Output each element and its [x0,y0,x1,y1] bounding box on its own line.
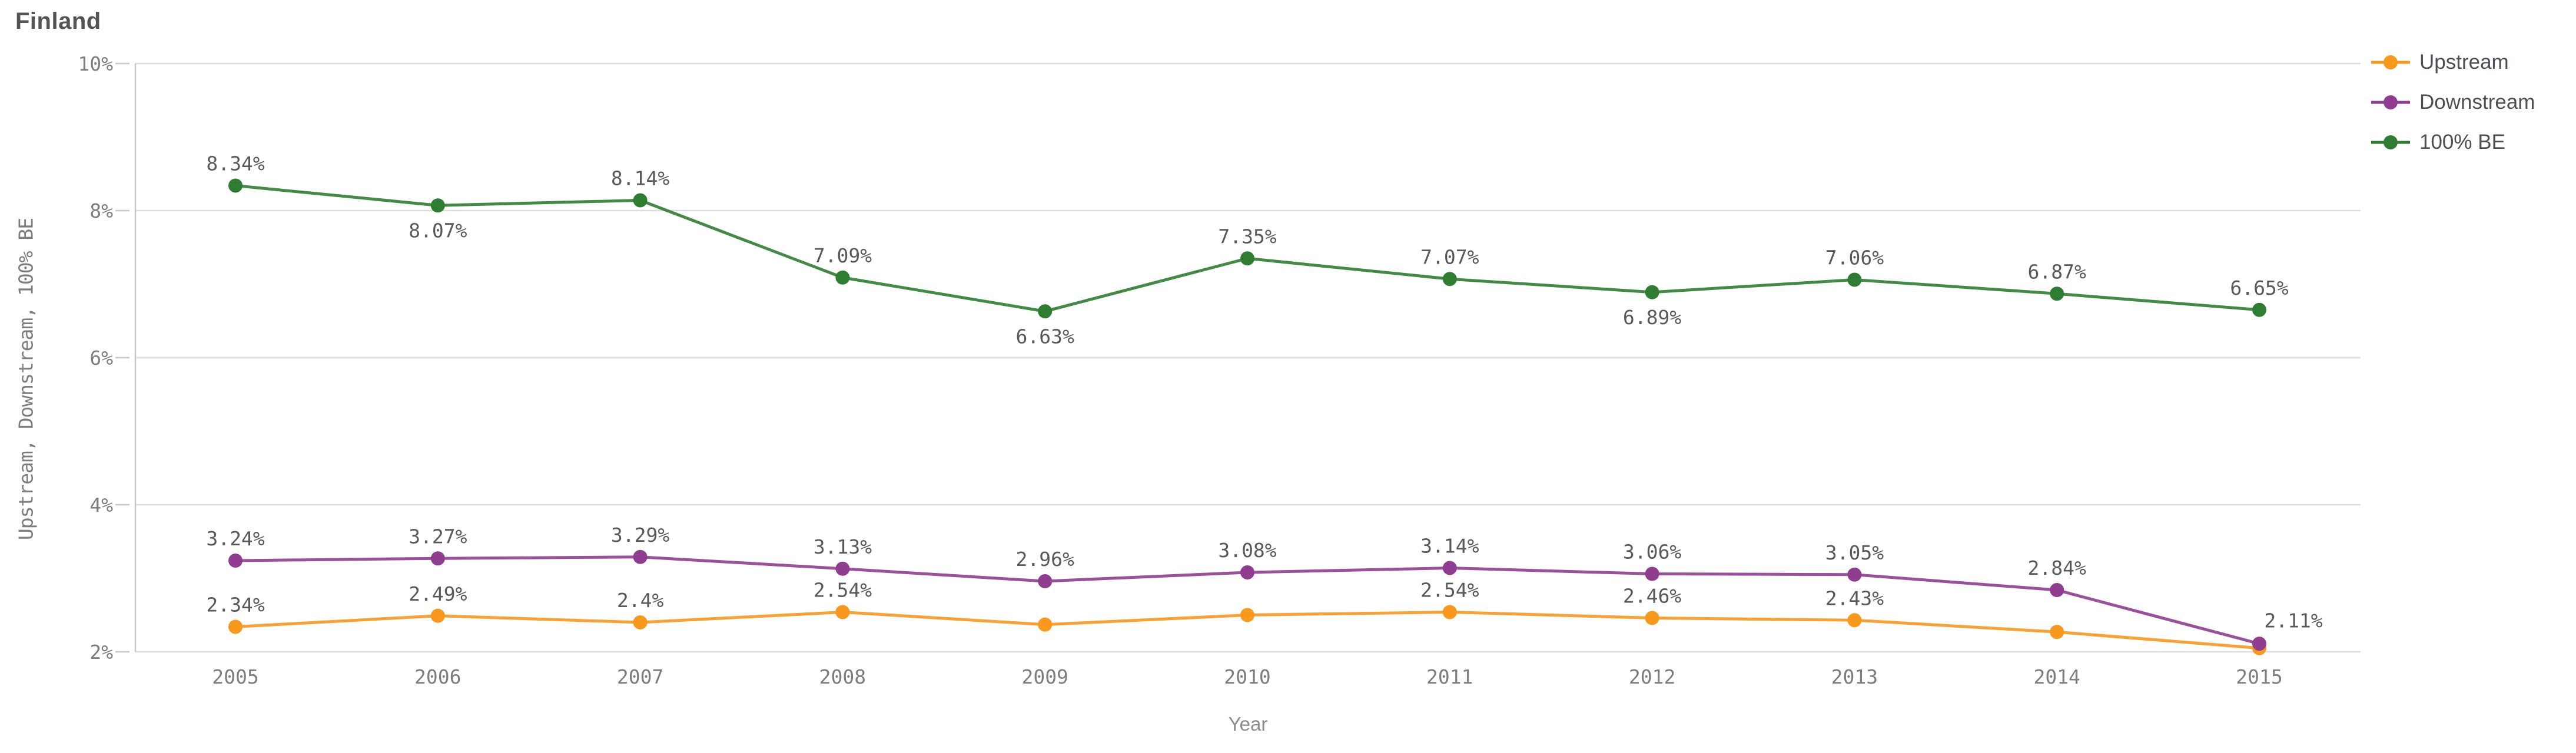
data-point[interactable] [1038,304,1053,319]
y-tick-label: 8% [89,199,113,222]
x-tick-label: 2009 [1021,665,1068,688]
x-tick-label: 2014 [2033,665,2080,688]
data-point-label: 6.87% [2028,260,2086,283]
data-point-label: 2.11% [2264,609,2322,632]
data-point-label: 3.08% [1218,539,1276,562]
legend-item-downstream[interactable]: Downstream [2371,89,2535,115]
data-point-label: 7.06% [1825,246,1884,269]
data-point[interactable] [633,193,648,208]
x-axis-title: Year [1228,713,1268,735]
data-point[interactable] [1847,272,1862,287]
data-point-label: 8.14% [611,167,669,190]
data-point-label: 6.63% [1016,325,1074,348]
data-point[interactable] [1442,561,1457,575]
data-point-label: 2.49% [409,582,467,605]
x-tick-label: 2006 [414,665,461,688]
page-title: Finland [15,8,101,34]
data-point[interactable] [430,551,445,566]
x-tick-label: 2008 [819,665,866,688]
data-point-label: 3.06% [1623,541,1681,564]
data-point[interactable] [228,619,243,634]
data-point-label: 3.24% [206,527,264,550]
data-point[interactable] [835,605,850,619]
x-tick-label: 2012 [1629,665,1675,688]
data-point[interactable] [2252,302,2266,317]
legend-label: Downstream [2419,91,2535,114]
data-point-label: 3.29% [611,524,669,547]
data-point[interactable] [430,198,445,213]
y-tick-label: 2% [89,641,113,664]
100-be-line-dot-icon [2371,135,2410,149]
data-point-label: 7.35% [1218,225,1276,248]
upstream-line-dot-icon [2371,55,2410,69]
series-line-100-be [234,184,2261,313]
data-point[interactable] [835,270,850,285]
data-point-label: 2.84% [2028,557,2086,579]
chart-legend: Upstream Downstream 100% BE [2371,49,2535,155]
data-point[interactable] [633,549,648,564]
downstream-line-dot-icon [2371,95,2410,109]
data-point-label: 2.46% [1623,585,1681,608]
x-tick-label: 2007 [617,665,663,688]
data-point-label: 8.34% [206,152,264,175]
data-point-label: 2.54% [814,579,872,602]
y-tick-label: 4% [89,494,113,517]
data-point[interactable] [2050,286,2064,301]
data-point[interactable] [1442,272,1457,286]
data-point[interactable] [1847,613,1862,628]
data-point-label: 6.89% [1623,306,1681,329]
legend-label: Upstream [2419,51,2509,74]
data-point-label: 7.09% [814,244,872,267]
x-tick-label: 2013 [1831,665,1878,688]
legend-item-upstream[interactable]: Upstream [2371,49,2535,75]
legend-label: 100% BE [2419,131,2505,154]
x-tick-label: 2005 [212,665,258,688]
data-point[interactable] [1645,285,1659,299]
data-point[interactable] [2050,625,2064,639]
data-point[interactable] [2252,637,2266,651]
data-point-label: 3.05% [1825,541,1884,564]
data-point-label: 2.4% [617,589,664,612]
data-point[interactable] [228,178,243,193]
data-point[interactable] [835,561,850,576]
data-point[interactable] [1645,611,1659,625]
data-point-label: 7.07% [1420,245,1479,268]
data-point[interactable] [1240,251,1254,266]
data-point-label: 3.13% [814,535,872,558]
data-point[interactable] [228,554,243,568]
x-tick-label: 2010 [1224,665,1270,688]
data-point[interactable] [2050,583,2064,597]
y-tick-label: 6% [89,346,113,369]
legend-item-100-be[interactable]: 100% BE [2371,129,2535,155]
data-point[interactable] [1442,605,1457,619]
data-point-label: 2.96% [1016,548,1074,571]
data-point-label: 2.34% [206,594,264,617]
data-point[interactable] [1240,565,1254,579]
data-point[interactable] [1847,567,1862,582]
data-point-label: 8.07% [409,219,467,242]
data-point-label: 3.27% [409,525,467,548]
data-point-label: 6.65% [2230,276,2288,299]
data-point[interactable] [430,608,445,623]
data-point[interactable] [1038,574,1053,588]
data-point[interactable] [633,615,648,629]
y-tick-label: 10% [78,52,113,75]
data-point-label: 2.43% [1825,587,1884,609]
data-point[interactable] [1240,608,1254,622]
data-point-label: 2.54% [1420,579,1479,602]
x-tick-label: 2011 [1426,665,1473,688]
x-tick-label: 2015 [2236,665,2282,688]
data-point[interactable] [1645,567,1659,581]
data-point[interactable] [1038,617,1053,632]
data-point-label: 3.14% [1420,535,1479,558]
